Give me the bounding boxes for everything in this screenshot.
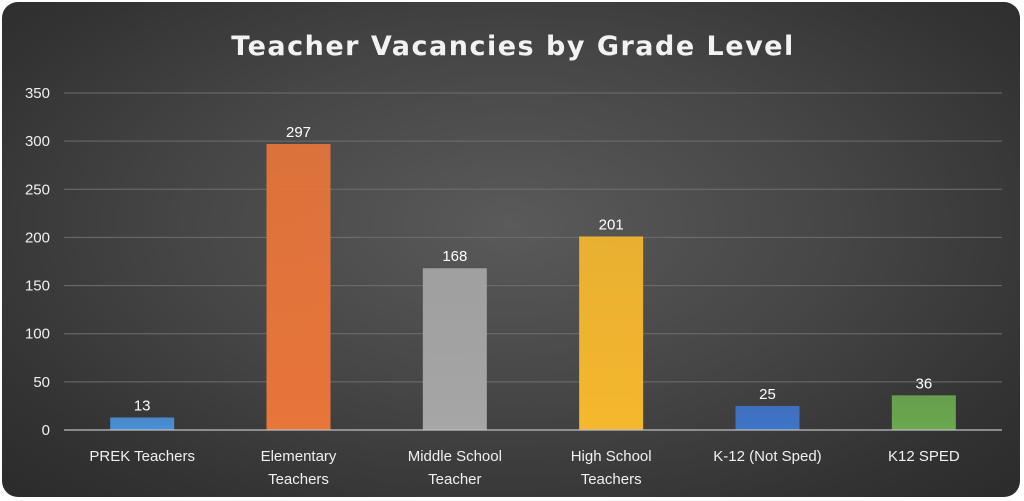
- x-category-label: Teachers: [581, 471, 642, 488]
- data-labels: 13 297 168 201 25 36: [134, 124, 932, 414]
- y-tick-label: 250: [25, 181, 50, 198]
- bar: [422, 268, 487, 430]
- y-tick-label: 300: [25, 133, 50, 150]
- x-category-label: High School: [571, 448, 652, 465]
- y-tick-label: 0: [42, 422, 50, 439]
- x-category-label: Teacher: [428, 471, 481, 488]
- x-category-label: PREK Teachers: [89, 448, 195, 465]
- bar: [266, 144, 331, 430]
- x-category-label: K-12 (Not Sped): [713, 448, 821, 465]
- y-tick-label: 100: [25, 326, 50, 343]
- y-tick-label: 50: [33, 374, 50, 391]
- y-tick-label: 150: [25, 278, 50, 295]
- data-label: 168: [442, 248, 467, 265]
- x-category-label: Elementary: [261, 448, 337, 465]
- y-tick-label: 350: [25, 85, 50, 102]
- y-tick-label: 200: [25, 229, 50, 246]
- data-label: 297: [286, 124, 311, 141]
- data-label: 201: [599, 216, 624, 233]
- gridlines: [64, 92, 1002, 383]
- x-category-label: Middle School: [408, 448, 502, 465]
- bar: [735, 405, 800, 430]
- data-label: 36: [915, 375, 932, 392]
- x-category-label: K12 SPED: [888, 448, 960, 465]
- data-label: 13: [134, 397, 151, 414]
- data-label: 25: [759, 386, 776, 403]
- bar: [891, 395, 956, 430]
- y-axis-ticks: 0 50 100 150 200 250 300 350: [25, 85, 50, 439]
- x-axis-categories: PREK Teachers Elementary Teachers Middle Sc…: [89, 448, 959, 488]
- x-category-label: Teachers: [268, 471, 329, 488]
- bar: [579, 236, 644, 430]
- bar: [110, 417, 175, 430]
- chart-title: Teacher Vacancies by Grade Level: [231, 31, 795, 62]
- bars: [110, 144, 956, 430]
